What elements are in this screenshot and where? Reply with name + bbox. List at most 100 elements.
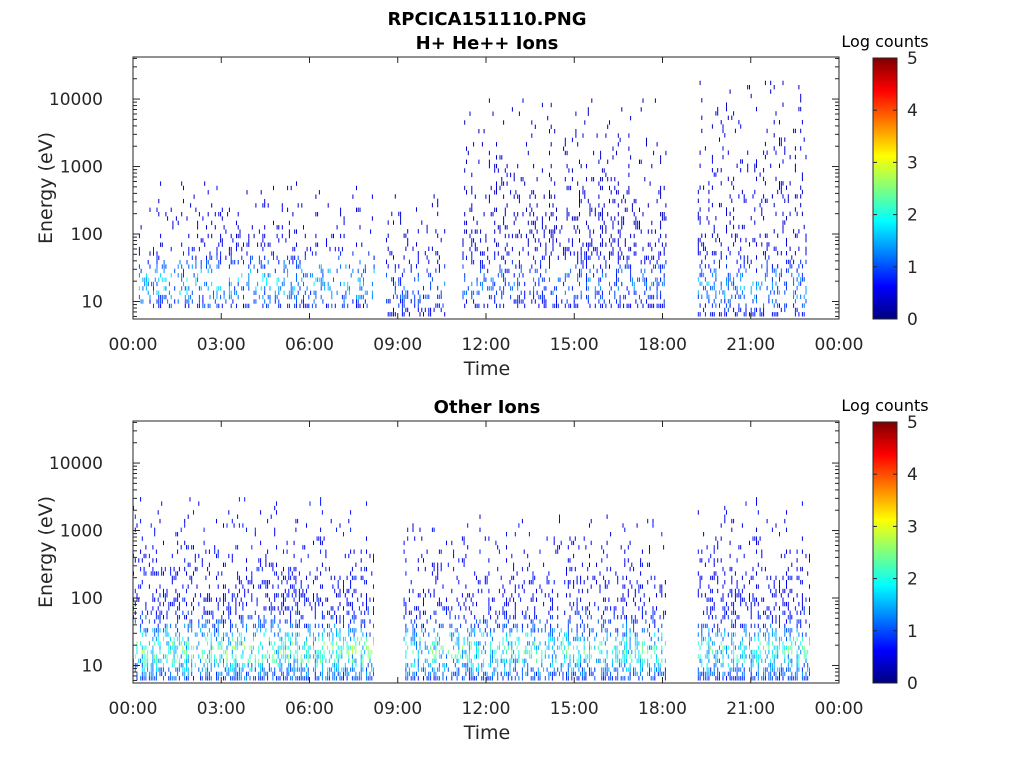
- spectrogram-cell: [626, 615, 627, 620]
- spectrogram-cell: [437, 259, 439, 265]
- spectrogram-cell: [502, 658, 504, 663]
- spectrogram-cell: [191, 671, 193, 677]
- spectrogram-cell: [288, 593, 290, 598]
- spectrogram-cell: [414, 303, 416, 308]
- spectrogram-cell: [405, 623, 407, 629]
- spectrogram-cell: [442, 303, 444, 308]
- spectrogram-cell: [660, 277, 662, 282]
- spectrogram-cell: [596, 562, 597, 567]
- spectrogram-cell: [327, 281, 329, 287]
- spectrogram-cell: [771, 281, 773, 286]
- panel-h-he-ions: H+ He++ Ions 00:00 03:00 06:00 09:00 12:00 15…: [35, 32, 929, 380]
- spectrogram-cell: [784, 137, 786, 142]
- spectrogram-cell: [306, 575, 307, 581]
- spectrogram-cell: [543, 255, 545, 260]
- spectrogram-cell: [589, 242, 591, 247]
- spectrogram-cell: [209, 251, 211, 256]
- spectrogram-cell: [410, 264, 412, 269]
- spectrogram-cell: [803, 137, 805, 142]
- spectrogram-cell: [330, 628, 332, 633]
- spectrogram-cell: [619, 299, 621, 304]
- spectrogram-cell: [316, 663, 318, 668]
- spectrogram-cell: [649, 623, 650, 629]
- spectrogram-cell: [491, 636, 493, 642]
- spectrogram-cell: [405, 671, 407, 677]
- spectrogram-cell: [253, 264, 255, 269]
- spectrogram-cell: [246, 190, 248, 195]
- spectrogram-cell: [624, 597, 626, 602]
- spectrogram-cell: [424, 307, 426, 313]
- spectrogram-cell: [405, 654, 407, 659]
- spectrogram-cell: [302, 593, 304, 598]
- spectrogram-cell: [468, 645, 470, 650]
- spectrogram-cell: [596, 580, 597, 585]
- spectrogram-cell: [235, 663, 237, 668]
- spectrogram-cell: [749, 85, 750, 90]
- spectrogram-cell: [447, 667, 449, 672]
- spectrogram-cell: [566, 566, 567, 572]
- spectrogram-cell: [401, 272, 403, 278]
- spectrogram-cell: [506, 610, 507, 615]
- spectrogram-cell: [302, 588, 304, 594]
- spectrogram-cell: [297, 264, 299, 269]
- spectrogram-cell: [715, 277, 717, 282]
- spectrogram-cell: [269, 273, 271, 278]
- spectrogram-cell: [216, 264, 218, 269]
- spectrogram-cell: [631, 584, 633, 589]
- spectrogram-cell: [442, 671, 444, 677]
- spectrogram-cell: [314, 671, 316, 677]
- spectrogram-cell: [554, 181, 556, 186]
- spectrogram-cell: [483, 632, 485, 637]
- spectrogram-cell: [337, 667, 339, 672]
- spectrogram-cell: [163, 654, 164, 659]
- spectrogram-cell: [786, 259, 787, 265]
- spectrogram-cell: [550, 102, 552, 108]
- spectrogram-cell: [237, 212, 239, 217]
- spectrogram-cell: [603, 299, 605, 304]
- spectrogram-cell: [654, 667, 656, 672]
- spectrogram-cell: [594, 246, 596, 252]
- spectrogram-cell: [611, 676, 613, 681]
- spectrogram-cell: [527, 632, 529, 637]
- spectrogram-cell: [223, 649, 224, 655]
- spectrogram-cell: [628, 264, 630, 269]
- spectrogram-cell: [527, 251, 529, 256]
- spectrogram-cell: [322, 268, 324, 274]
- spectrogram-cell: [479, 549, 481, 554]
- spectrogram-cell: [290, 610, 292, 615]
- spectrogram-cell: [136, 645, 138, 650]
- spectrogram-cell: [435, 580, 437, 585]
- spectrogram-cell: [477, 649, 479, 655]
- spectrogram-cell: [789, 259, 791, 265]
- spectrogram-cell: [740, 255, 742, 260]
- spectrogram-cell: [298, 623, 300, 629]
- spectrogram-cell: [805, 290, 807, 295]
- spectrogram-cell: [578, 654, 580, 659]
- spectrogram-cell: [759, 312, 761, 317]
- spectrogram-cell: [633, 198, 635, 204]
- spectrogram-cell: [220, 238, 222, 243]
- spectrogram-cell: [605, 260, 607, 265]
- spectrogram-cell: [706, 606, 708, 611]
- spectrogram-cell: [160, 273, 162, 278]
- spectrogram-cell: [224, 619, 226, 624]
- spectrogram-cell: [473, 142, 475, 147]
- spectrogram-cell: [548, 571, 550, 576]
- spectrogram-cell: [551, 654, 553, 659]
- spectrogram-cell: [483, 129, 485, 134]
- spectrogram-cell: [708, 597, 710, 602]
- spectrogram-cell: [240, 654, 242, 659]
- spectrogram-cell: [258, 649, 260, 655]
- spectrogram-cell: [499, 303, 501, 309]
- spectrogram-cell: [704, 264, 706, 269]
- spectrogram-cell: [583, 580, 585, 585]
- spectrogram-cell: [440, 237, 442, 243]
- spectrogram-cell: [228, 510, 230, 515]
- spectrogram-cell: [295, 566, 297, 572]
- spectrogram-cell: [504, 246, 506, 252]
- spectrogram-cell: [640, 159, 642, 164]
- spectrogram-cell: [581, 632, 583, 637]
- spectrogram-cell: [664, 671, 666, 677]
- spectrogram-cell: [362, 632, 364, 637]
- spectrogram-cell: [511, 246, 513, 252]
